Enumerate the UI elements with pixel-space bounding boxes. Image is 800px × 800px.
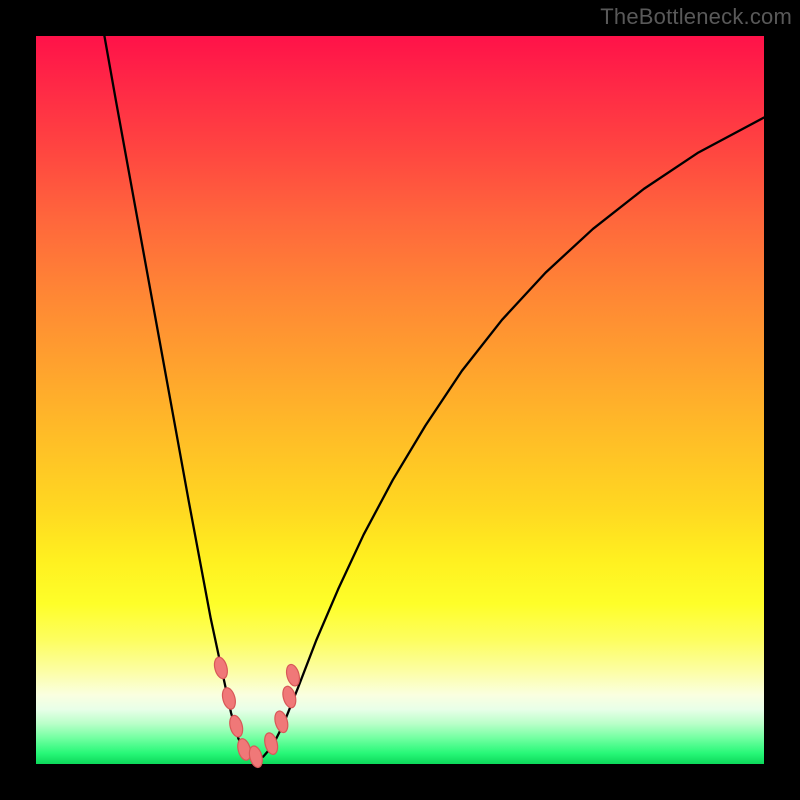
- watermark-text: TheBottleneck.com: [600, 4, 792, 30]
- chart-frame: TheBottleneck.com: [0, 0, 800, 800]
- bottleneck-curve-chart: [0, 0, 800, 800]
- chart-background-gradient: [36, 36, 764, 764]
